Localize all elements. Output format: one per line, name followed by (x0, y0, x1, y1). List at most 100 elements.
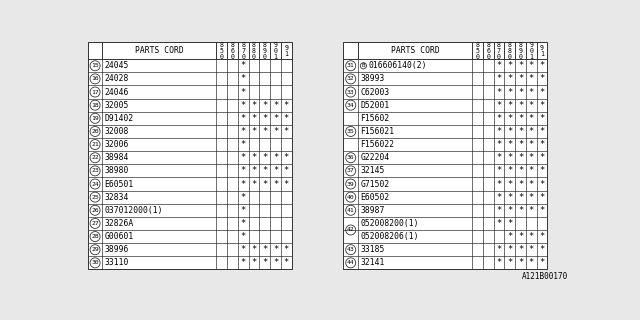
Text: *: * (496, 114, 502, 123)
Text: *: * (262, 258, 268, 267)
Text: 41: 41 (347, 208, 355, 213)
Text: 24046: 24046 (105, 88, 129, 97)
Text: B: B (362, 63, 365, 68)
Text: *: * (507, 193, 513, 202)
Text: *: * (529, 140, 534, 149)
Text: 8
7
0: 8 7 0 (241, 42, 245, 60)
Text: *: * (496, 166, 502, 175)
Text: *: * (540, 153, 545, 162)
Text: 37: 37 (347, 168, 355, 173)
Text: *: * (262, 153, 268, 162)
Text: 33185: 33185 (360, 245, 385, 254)
Text: 43: 43 (347, 247, 355, 252)
Text: 34: 34 (347, 103, 355, 108)
Text: *: * (284, 101, 289, 110)
Text: 26: 26 (91, 208, 99, 213)
Text: *: * (496, 74, 502, 84)
Text: *: * (518, 127, 523, 136)
Text: *: * (273, 258, 278, 267)
Text: 32: 32 (347, 76, 355, 81)
Text: 21: 21 (91, 142, 99, 147)
Text: 9
0
1: 9 0 1 (529, 42, 533, 60)
Text: *: * (507, 114, 513, 123)
Text: 38993: 38993 (360, 74, 385, 84)
Text: *: * (273, 114, 278, 123)
Text: *: * (507, 232, 513, 241)
Text: 037012000(1): 037012000(1) (105, 206, 163, 215)
Text: 8
6
0: 8 6 0 (230, 42, 234, 60)
Text: 32008: 32008 (105, 127, 129, 136)
Text: *: * (241, 232, 246, 241)
Text: *: * (273, 166, 278, 175)
Text: *: * (241, 127, 246, 136)
Text: *: * (529, 193, 534, 202)
Text: *: * (496, 61, 502, 70)
Text: *: * (540, 114, 545, 123)
Text: 016606140(2): 016606140(2) (368, 61, 426, 70)
Text: *: * (262, 245, 268, 254)
Text: 22: 22 (91, 155, 99, 160)
Text: *: * (518, 258, 523, 267)
Text: 32005: 32005 (105, 101, 129, 110)
Text: *: * (252, 180, 257, 188)
Text: D52001: D52001 (360, 101, 390, 110)
Text: *: * (518, 232, 523, 241)
Text: *: * (241, 153, 246, 162)
Text: 9
0
1: 9 0 1 (274, 42, 278, 60)
Text: 44: 44 (347, 260, 355, 265)
Text: *: * (507, 140, 513, 149)
Text: D91402: D91402 (105, 114, 134, 123)
Text: 36: 36 (347, 155, 355, 160)
Text: 38987: 38987 (360, 206, 385, 215)
Text: 9
1: 9 1 (540, 45, 544, 57)
Text: *: * (284, 245, 289, 254)
Text: 31: 31 (347, 63, 355, 68)
Text: PARTS CORD: PARTS CORD (390, 46, 440, 55)
Text: 27: 27 (91, 221, 99, 226)
Text: C62003: C62003 (360, 88, 390, 97)
Text: 052008206(1): 052008206(1) (360, 232, 419, 241)
Text: 8
8
0: 8 8 0 (508, 42, 512, 60)
Text: *: * (284, 127, 289, 136)
Text: *: * (241, 61, 246, 70)
Text: *: * (496, 219, 502, 228)
Text: G00601: G00601 (105, 232, 134, 241)
Text: *: * (262, 127, 268, 136)
Text: *: * (518, 88, 523, 97)
Text: *: * (518, 74, 523, 84)
Text: 24045: 24045 (105, 61, 129, 70)
Text: *: * (518, 245, 523, 254)
Text: 29: 29 (91, 247, 99, 252)
Text: *: * (518, 140, 523, 149)
Text: *: * (518, 114, 523, 123)
Text: *: * (496, 258, 502, 267)
Text: *: * (496, 127, 502, 136)
Text: *: * (273, 127, 278, 136)
Text: *: * (507, 61, 513, 70)
Text: *: * (252, 166, 257, 175)
Text: 8
8
0: 8 8 0 (252, 42, 256, 60)
Text: 15: 15 (91, 63, 99, 68)
Text: *: * (241, 74, 246, 84)
Text: *: * (241, 114, 246, 123)
Text: *: * (496, 140, 502, 149)
Text: *: * (284, 114, 289, 123)
Bar (88, 42, 292, 269)
Text: *: * (507, 74, 513, 84)
Text: 8
5
0: 8 5 0 (476, 42, 479, 60)
Text: *: * (284, 258, 289, 267)
Text: 32826A: 32826A (105, 219, 134, 228)
Text: *: * (241, 140, 246, 149)
Text: *: * (518, 180, 523, 188)
Text: *: * (496, 245, 502, 254)
Text: *: * (496, 88, 502, 97)
Text: *: * (540, 245, 545, 254)
Text: *: * (540, 140, 545, 149)
Text: *: * (518, 61, 523, 70)
Text: 8
5
0: 8 5 0 (220, 42, 224, 60)
Text: *: * (496, 206, 502, 215)
Text: *: * (262, 166, 268, 175)
Text: 17: 17 (91, 90, 99, 94)
Text: *: * (241, 193, 246, 202)
Text: 9
1: 9 1 (284, 45, 289, 57)
